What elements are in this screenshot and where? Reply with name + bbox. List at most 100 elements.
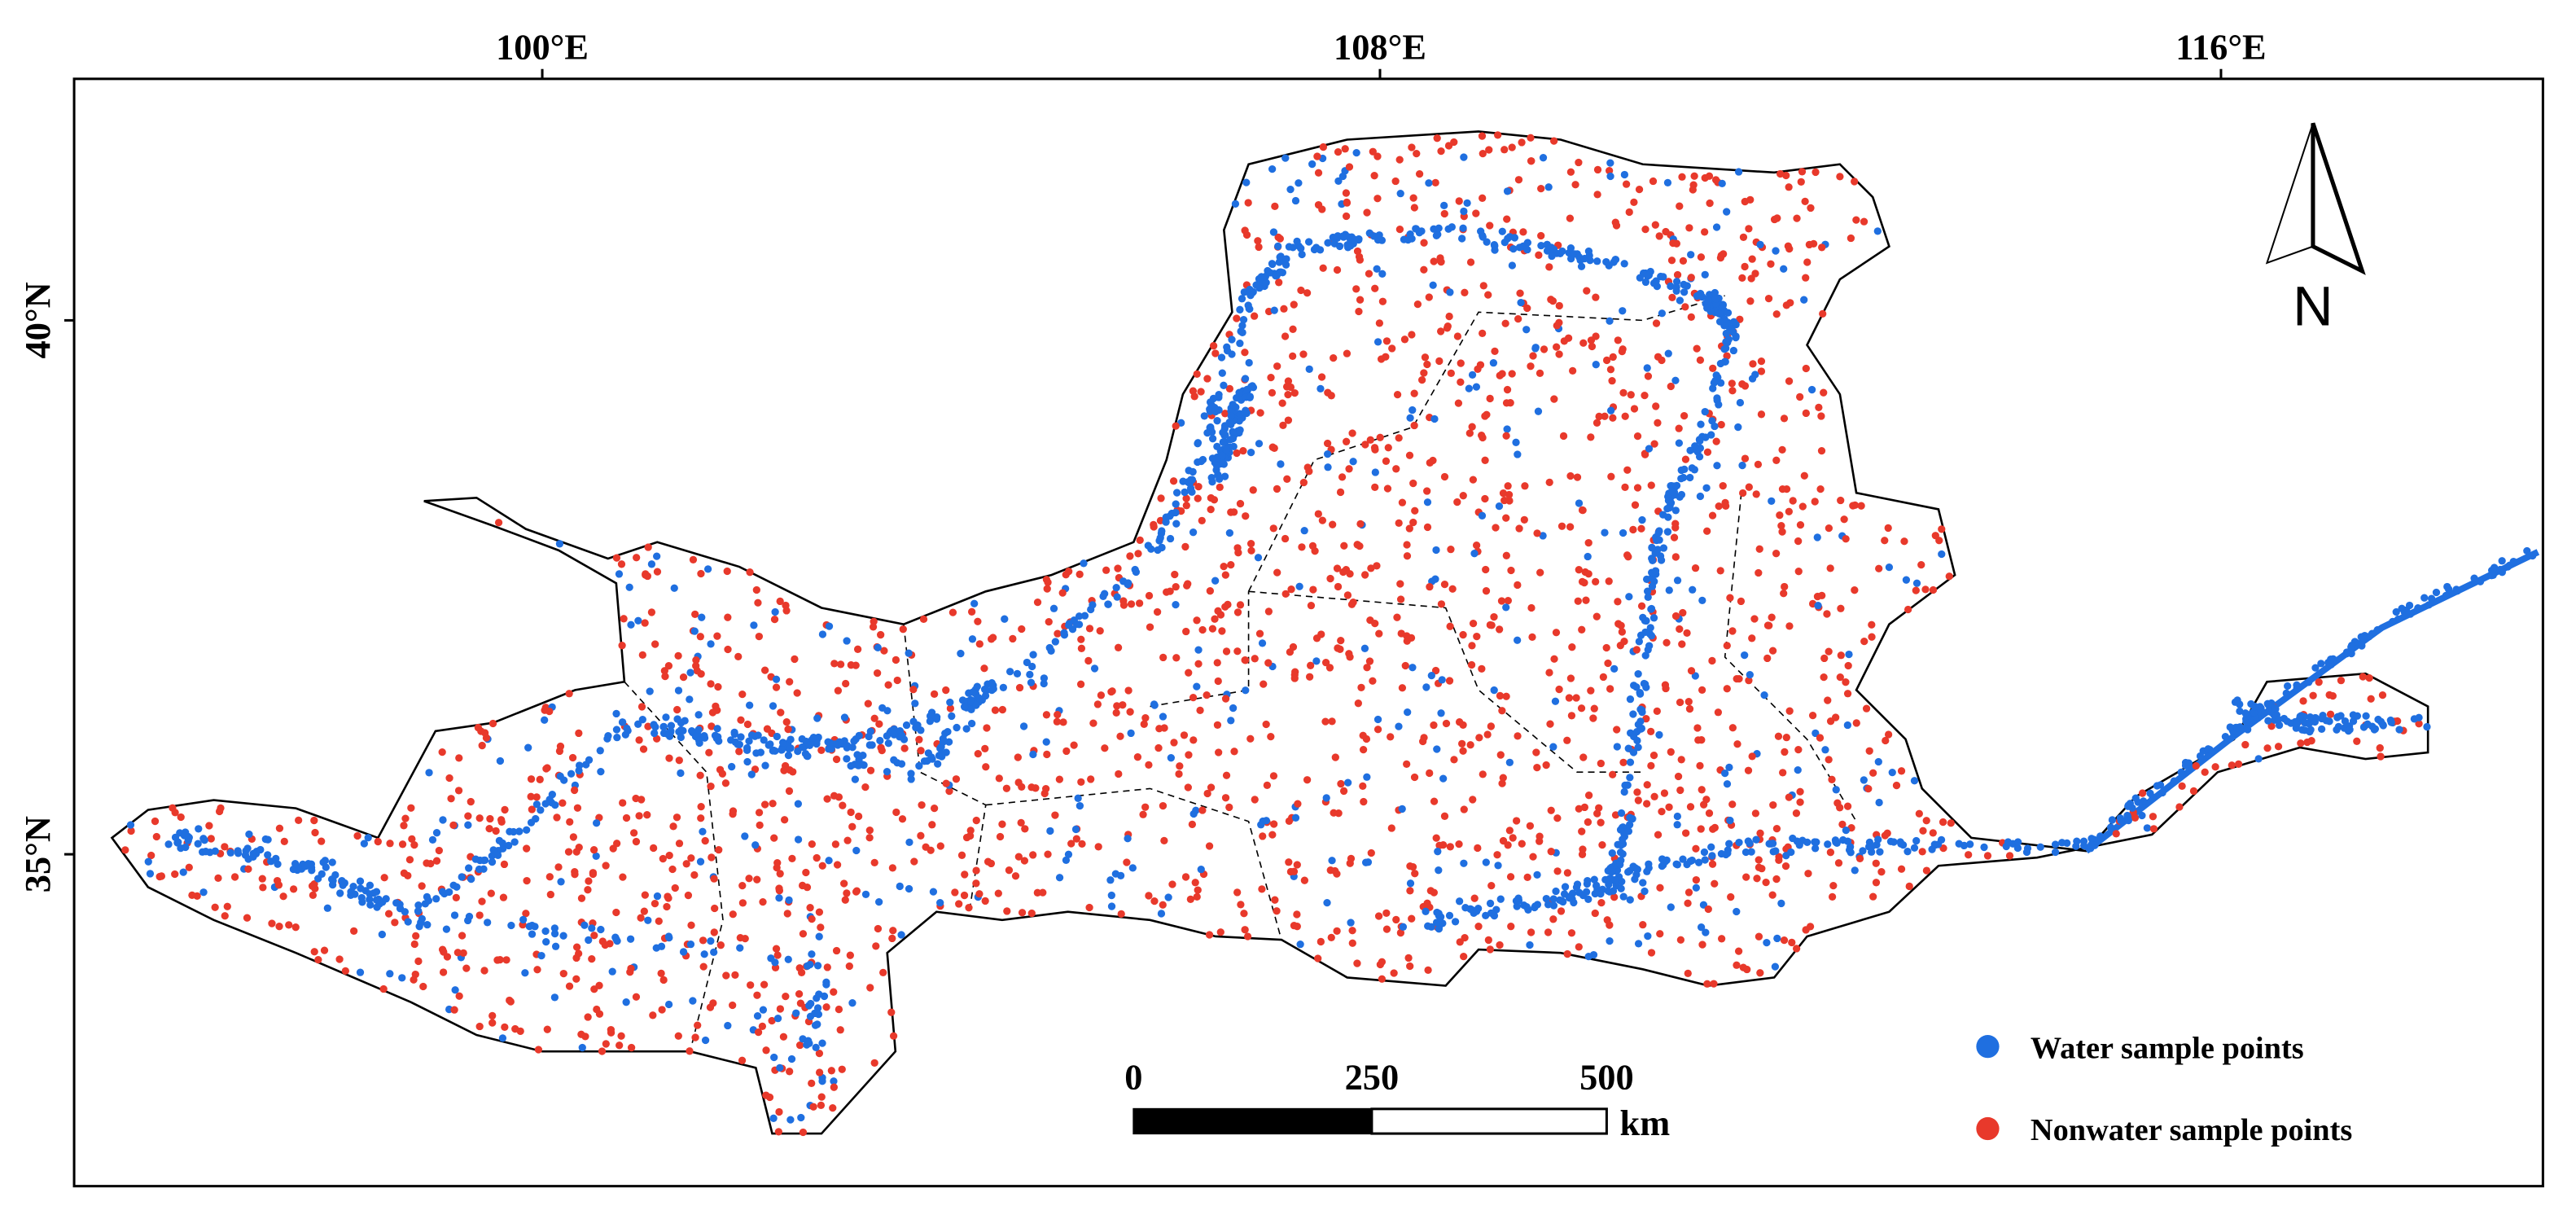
sample-point [1499,836,1508,845]
sample-point [1736,315,1744,323]
sample-point [1472,209,1480,217]
sample-point [1644,593,1652,602]
sample-point [1316,246,1325,254]
sample-point [1690,466,1698,474]
sample-point [852,846,861,855]
sample-point [1793,837,1802,845]
sample-point [1045,643,1054,652]
sample-point [2504,563,2512,571]
sample-point [1307,602,1316,610]
sample-point [1537,241,1545,250]
sample-point [486,814,494,823]
sample-point [1701,228,1709,236]
sample-point [750,621,758,629]
sample-point [2298,726,2307,734]
sample-point [1093,700,1102,708]
sample-point [507,921,515,930]
sample-point [1690,172,1698,180]
sample-point [1710,980,1718,988]
sample-point [1474,923,1483,931]
sample-point [1647,761,1655,770]
sample-point [804,962,812,970]
sample-point [1461,288,1469,296]
sample-point [1264,659,1273,667]
sample-point [2364,720,2372,728]
sample-point [1782,734,1790,742]
sample-point [1756,240,1764,249]
sample-point [701,836,709,845]
sample-point [1704,296,1712,305]
sample-point [1721,770,1729,778]
sample-point [458,873,466,881]
sample-point [1677,466,1685,475]
sample-point [1225,528,1234,537]
sample-point [1221,695,1230,703]
sample-point [623,724,631,733]
sample-point [1723,352,1731,360]
sample-point [936,842,944,850]
sample-point [1258,639,1267,647]
sample-point [1080,559,1088,568]
sample-point [311,828,319,837]
sample-point [1051,811,1059,819]
sample-point [2347,643,2355,651]
sample-point [2283,717,2291,726]
sample-point [1746,670,1754,679]
sample-point [572,943,581,951]
sample-point [1608,868,1616,876]
sample-point [1684,698,1693,706]
sample-point [1701,407,1709,416]
sample-point [1348,939,1356,947]
sample-point [1466,258,1475,266]
sample-point [1709,364,1717,372]
sample-point [1658,808,1666,816]
sample-point [405,856,414,864]
sample-point [738,1056,747,1064]
sample-point [794,800,803,808]
sample-point [1780,414,1789,423]
sample-point [1482,587,1491,595]
sample-point [1702,433,1710,441]
sample-point [1758,865,1766,873]
sample-point [1539,154,1548,162]
sample-point [1413,300,1422,309]
sample-point [1772,875,1781,884]
sample-point [1885,563,1894,572]
sample-point [1579,845,1587,853]
sample-point [1739,233,1748,241]
sample-point [1613,726,1621,734]
sample-point [759,897,767,906]
sample-point [1465,384,1473,392]
sample-point [2228,761,2236,770]
sample-point [897,760,906,768]
sample-point [370,889,378,897]
sample-point [1300,876,1309,884]
sample-point [1150,897,1159,905]
sample-point [876,736,884,745]
sample-point [1271,202,1279,211]
sample-point [728,762,736,771]
sample-point [2178,782,2186,791]
sample-point [1675,424,1683,432]
sample-point [966,827,975,835]
sample-point [668,865,677,874]
sample-point [1527,157,1536,165]
sample-point [708,722,716,730]
sample-point [1773,934,1781,943]
sample-point [1563,869,1572,877]
sample-point [1643,364,1651,372]
sample-point [981,691,990,700]
sample-point [1583,287,1591,295]
sample-point [199,888,208,897]
sample-point [1203,428,1211,437]
sample-point [910,857,918,866]
sample-point [1523,873,1531,881]
sample-point [156,872,164,881]
sample-point [1796,520,1805,529]
sample-point [991,706,1000,714]
sample-point [1246,448,1255,457]
sample-point [1218,369,1226,377]
sample-point [646,687,654,695]
scale-label: 0 [1124,1057,1142,1098]
sample-point [356,968,365,976]
